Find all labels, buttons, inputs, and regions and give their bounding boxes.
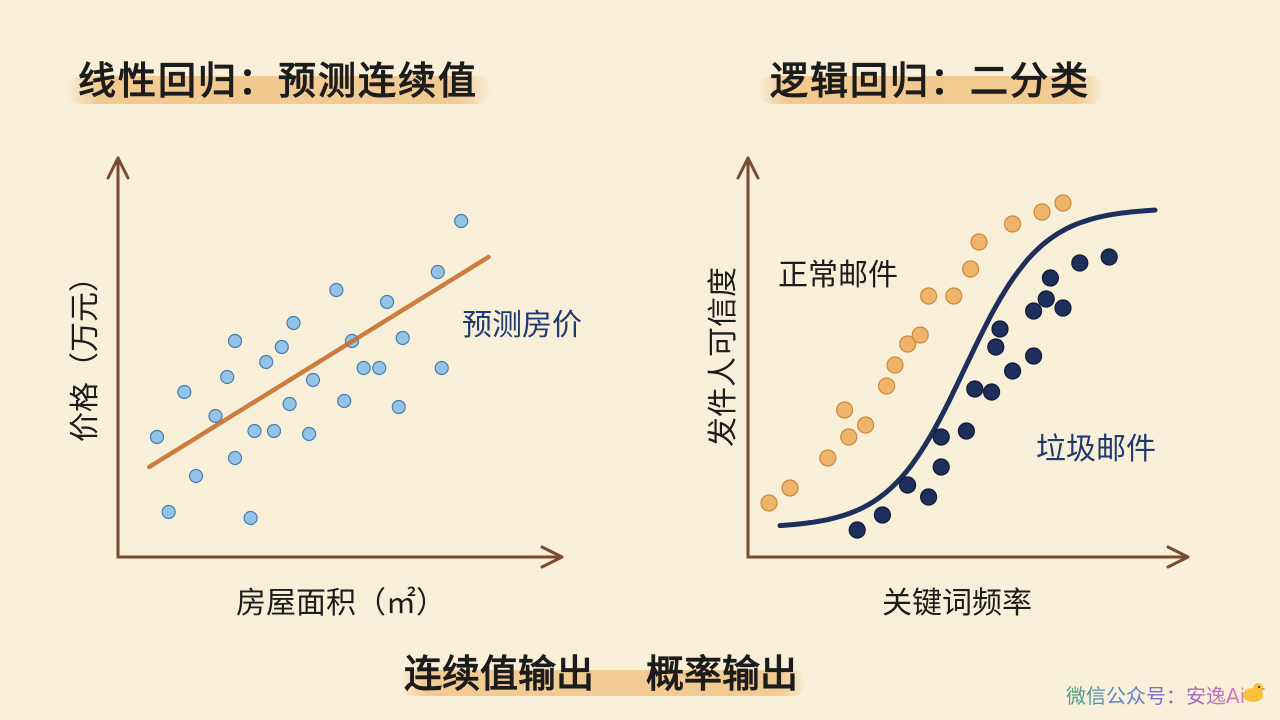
bottom-caption: 连续值输出 概率输出: [400, 644, 807, 704]
spam-mail-point: [873, 506, 892, 524]
data-point: [305, 372, 321, 388]
data-point: [454, 213, 469, 229]
normal-mail-point: [856, 416, 875, 434]
linear-regression-chart: [106, 156, 564, 569]
left-x-arrow: [540, 545, 564, 569]
right-y-arrow: [736, 156, 760, 180]
normal-mail-point: [781, 479, 799, 497]
spam-mail-point: [957, 422, 976, 440]
data-point: [356, 360, 371, 376]
right-y-axis-label: 发件人可信度: [706, 267, 741, 447]
normal-mail-point: [911, 326, 929, 344]
spam-mail-point: [1054, 299, 1072, 317]
spam-mail-point: [932, 458, 950, 476]
spam-mail-point: [1100, 248, 1118, 266]
normal-mail-annotation: 正常邮件: [778, 258, 898, 293]
normal-mail-point: [898, 335, 917, 353]
left-y-arrow: [106, 156, 130, 180]
spam-mail-point: [898, 476, 917, 494]
data-point: [434, 360, 449, 376]
spam-mail-point: [1003, 362, 1022, 380]
watermark-text: 微信公众号：安逸Ai: [1066, 680, 1245, 709]
data-point: [395, 330, 410, 346]
data-point: [329, 282, 344, 298]
predicted-price-annotation: 预测房价: [462, 308, 582, 343]
data-point: [286, 315, 301, 331]
data-point: [149, 429, 165, 445]
spam-mail-point: [1041, 269, 1060, 287]
spam-mail-point: [1037, 290, 1055, 308]
spam-mail-point: [966, 380, 984, 398]
data-point: [177, 384, 192, 400]
spam-mail-point: [991, 320, 1009, 338]
logistic-regression-chart: [736, 156, 1190, 569]
normal-mail-point: [877, 377, 896, 395]
normal-mail-point: [835, 401, 854, 419]
probability-output-label: 概率输出: [646, 652, 799, 696]
data-point: [337, 393, 352, 409]
data-point: [282, 396, 297, 412]
normal-mail-point: [840, 428, 858, 446]
spam-mail-point: [1024, 347, 1043, 365]
spam-mail-point: [1071, 254, 1089, 272]
spam-mail-point: [919, 488, 938, 506]
data-point: [302, 426, 317, 442]
continuous-output-label: 连续值输出: [404, 652, 595, 696]
right-axes: [746, 156, 1190, 559]
right-x-arrow: [1166, 545, 1190, 569]
normal-mail-point: [886, 356, 904, 374]
duck-icon: [1243, 683, 1266, 702]
spam-mail-point: [1024, 302, 1043, 320]
normal-mail-point: [919, 287, 938, 305]
data-point: [188, 468, 204, 484]
normal-mail-point: [1054, 194, 1072, 212]
normal-mail-point: [961, 260, 980, 278]
normal-mail-point: [760, 494, 778, 512]
data-point: [391, 399, 406, 415]
data-point: [274, 339, 289, 355]
data-point: [227, 333, 243, 349]
normal-mail-point: [1003, 215, 1022, 233]
sigmoid-curve: [777, 207, 1158, 529]
data-point: [247, 423, 262, 439]
left-y-axis-label: 价格（万元）: [68, 262, 103, 442]
spam-mail-point: [848, 521, 866, 539]
data-point: [243, 510, 258, 526]
left-x-axis-label: 房屋面积（㎡）: [236, 586, 446, 621]
spam-mail-point: [982, 383, 1001, 401]
normal-mail-point: [970, 233, 988, 251]
data-point: [227, 450, 243, 466]
data-point: [208, 408, 223, 424]
data-point: [220, 369, 235, 385]
normal-mail-point: [1033, 203, 1051, 221]
data-point: [161, 504, 176, 520]
logistic-regression-title: 逻辑回归：二分类: [758, 52, 1105, 110]
data-point: [372, 360, 387, 376]
data-point: [266, 423, 282, 439]
data-point: [259, 354, 274, 370]
spam-mail-point: [932, 428, 950, 446]
normal-mail-point: [945, 287, 963, 305]
normal-mail-point: [819, 449, 837, 467]
spam-mail-point: [987, 338, 1005, 356]
spam-mail-annotation: 垃圾邮件: [1036, 432, 1156, 467]
linear-regression-title: 线性回归：预测连续值: [66, 52, 493, 110]
left-axes: [116, 156, 564, 559]
right-x-axis-label: 关键词频率: [882, 586, 1032, 621]
data-point: [380, 294, 395, 310]
regression-line: [146, 254, 491, 470]
data-point: [430, 264, 445, 280]
